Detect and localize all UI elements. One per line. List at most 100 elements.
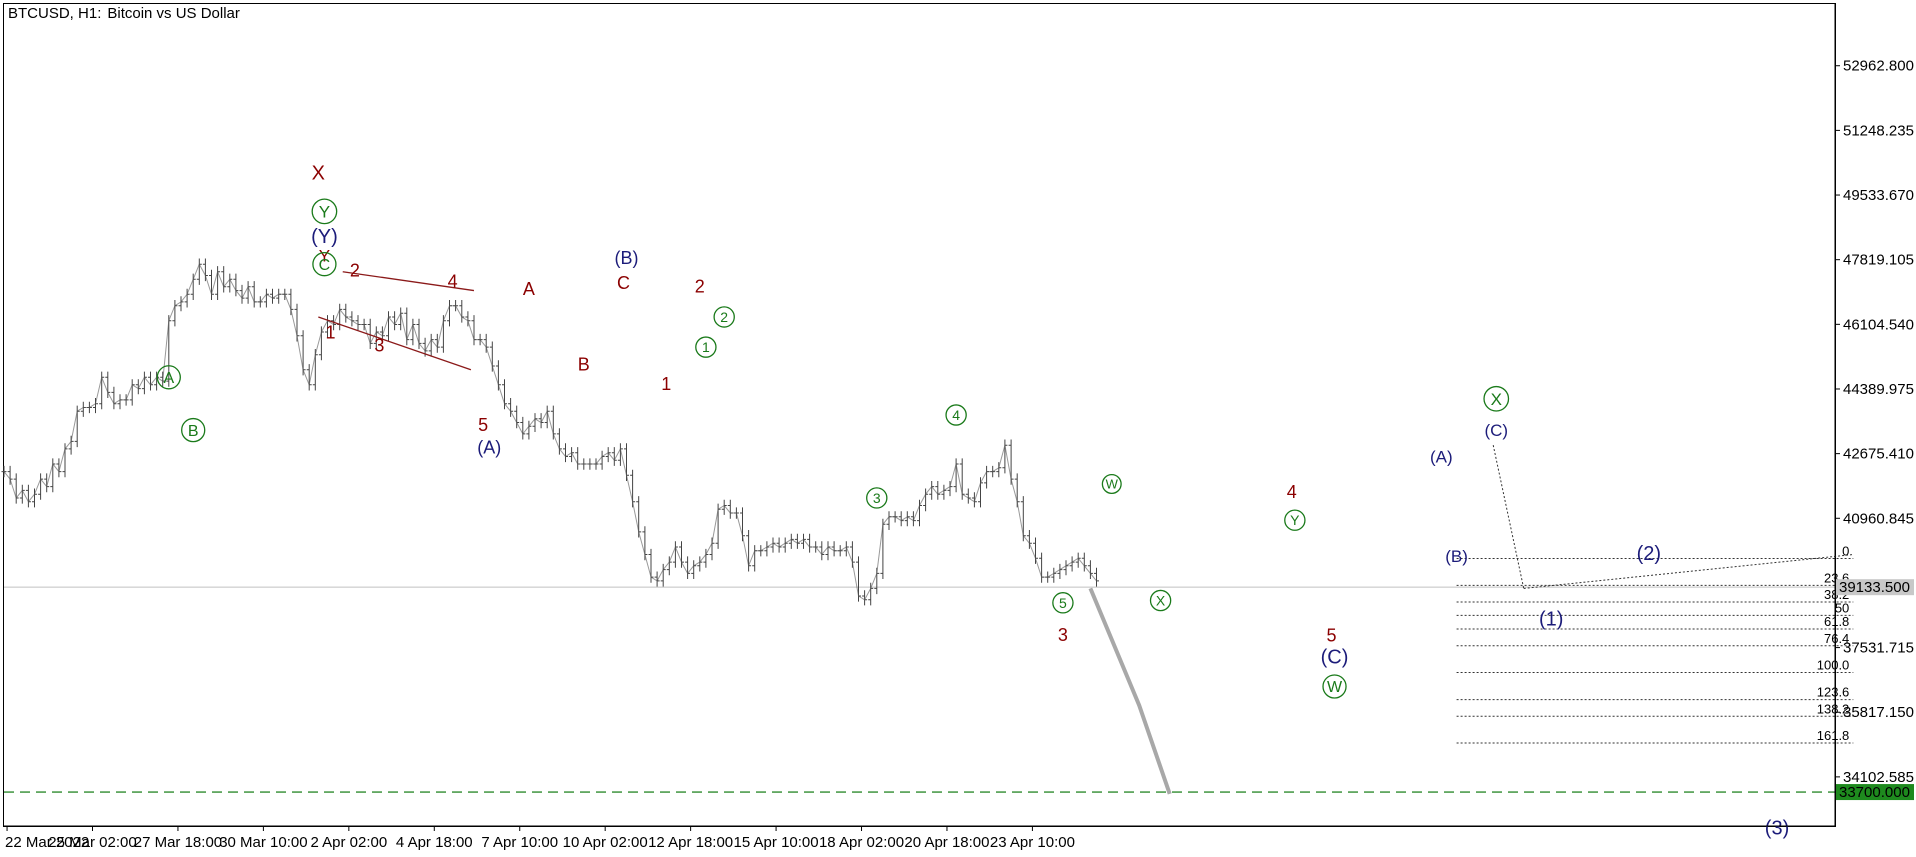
wave-label-circle [312,252,337,277]
time-tick-label: 23 Apr 10:00 [990,834,1075,851]
price-tick-label: 37531.715 [1843,640,1914,657]
wave-label: Y [1290,512,1300,528]
wave-label: Y [319,203,330,222]
wave-label: B [188,423,199,440]
price-tick-label: 51248.235 [1843,122,1914,139]
header-symbol: BTCUSD [8,5,70,22]
price-tick-label: 42675.410 [1843,446,1914,463]
triangle-trend-line [342,271,475,292]
wave-label: 4 [952,407,960,423]
target-price-box [1836,784,1914,801]
wave-label: 4 [448,272,458,292]
wave-label: 3 [873,490,881,506]
wave-label: 1 [661,374,671,394]
wave-label: (3) [1765,817,1789,839]
fib-level-label: 138.2 [1817,701,1850,716]
price-series [1,258,1099,606]
fib-level-label: 61.8 [1824,614,1849,629]
fib-anchor-line [1492,445,1525,589]
fib-level-label: 161.8 [1817,728,1850,743]
wave-label: (C) [1321,647,1349,669]
wave-label: (C) [1484,421,1508,440]
time-tick-label: 22 Mar 2022 [5,834,89,851]
chart-header: BTCUSD, H1: Bitcoin vs US Dollar [8,5,240,22]
wave-label: X [1156,593,1166,609]
price-axis[interactable]: 52962.800 51248.235 49533.670 47819.105 4610… [1834,4,1914,826]
wave-label: 1 [702,339,710,355]
wave-label-circle [311,198,338,225]
time-tick-label: 10 Apr 02:00 [563,834,648,851]
wave-label: 4 [1287,482,1297,502]
time-tick-label: 25 Mar 02:00 [48,834,136,851]
fib-level-label: 0 [1842,543,1849,558]
time-tick-label: 4 Apr 18:00 [396,834,473,851]
time-tick-label: 2 Apr 02:00 [310,834,387,851]
wave-label-circle [695,336,717,358]
target-price-label: 33700.000 [1839,784,1910,801]
price-tick-label: 40960.845 [1843,510,1914,527]
header-description: Bitcoin vs US Dollar [107,5,240,22]
time-tick-label: 18 Apr 02:00 [819,834,904,851]
wave-label-circle [866,487,888,509]
wave-label-circle [1322,674,1347,699]
wave-label: W [1106,477,1119,492]
time-tick-label: 15 Apr 10:00 [734,834,819,851]
price-tick-label: 34102.585 [1843,769,1914,786]
fib-anchor-line [1523,554,1854,589]
wave-label-circle [1284,509,1306,531]
current-price-label: 39133.500 [1839,579,1910,596]
fib-level-label: 76.4 [1824,631,1849,646]
wave-label: (Y) [311,226,338,248]
wave-label: X [1491,390,1502,409]
price-tick-label: 49533.670 [1843,187,1914,204]
wave-label-circle [1483,385,1510,412]
wave-label: B [578,355,590,375]
wave-label-circle [945,404,967,426]
wave-label: (1) [1539,608,1563,630]
time-tick-label: 20 Apr 18:00 [904,834,989,851]
wave-label: (2) [1637,543,1661,565]
wave-label: W [1327,679,1343,696]
header-timeframe: H1: [78,5,101,22]
wave-label-circle [181,417,206,443]
wave-label: 2 [350,260,360,280]
wave-label-circle [713,306,735,328]
wave-label: (A) [1430,448,1453,467]
time-tick-label: 7 Apr 10:00 [481,834,558,851]
wave-label-circle [156,365,181,390]
time-tick-label: 27 Mar 18:00 [134,834,222,851]
wave-label: (B) [1445,547,1468,566]
fib-level-label: 100.0 [1817,658,1850,673]
forecast-arrow [1088,587,1172,795]
wave-label: 1 [326,323,336,343]
wave-label-circle [1101,473,1122,495]
wave-label: C [319,257,331,274]
price-tick-label: 35817.150 [1843,704,1914,721]
current-price-line-group [4,586,1835,793]
price-line [3,263,1097,601]
wave-label: A [163,370,174,387]
price-tick-label: 46104.540 [1843,316,1914,333]
fib-level-label: 123.6 [1817,685,1850,700]
wave-label: C [617,273,630,293]
wave-label: 3 [374,336,384,356]
current-price-box [1836,579,1914,596]
wave-label: 5 [478,415,488,435]
price-tick-label: 52962.800 [1843,58,1914,75]
wave-label: (B) [615,248,639,268]
wave-label: A [523,279,535,299]
wave-label: 3 [1058,625,1068,645]
wave-label: X [312,163,325,185]
wave-label: 2 [695,277,705,297]
fib-level-label: 50 [1835,600,1849,615]
wave-label: Y [319,247,330,266]
wave-label: (A) [477,438,501,458]
wave-label: 5 [1326,625,1336,645]
wave-label: 2 [720,309,728,325]
wave-label: 5 [1059,595,1067,611]
